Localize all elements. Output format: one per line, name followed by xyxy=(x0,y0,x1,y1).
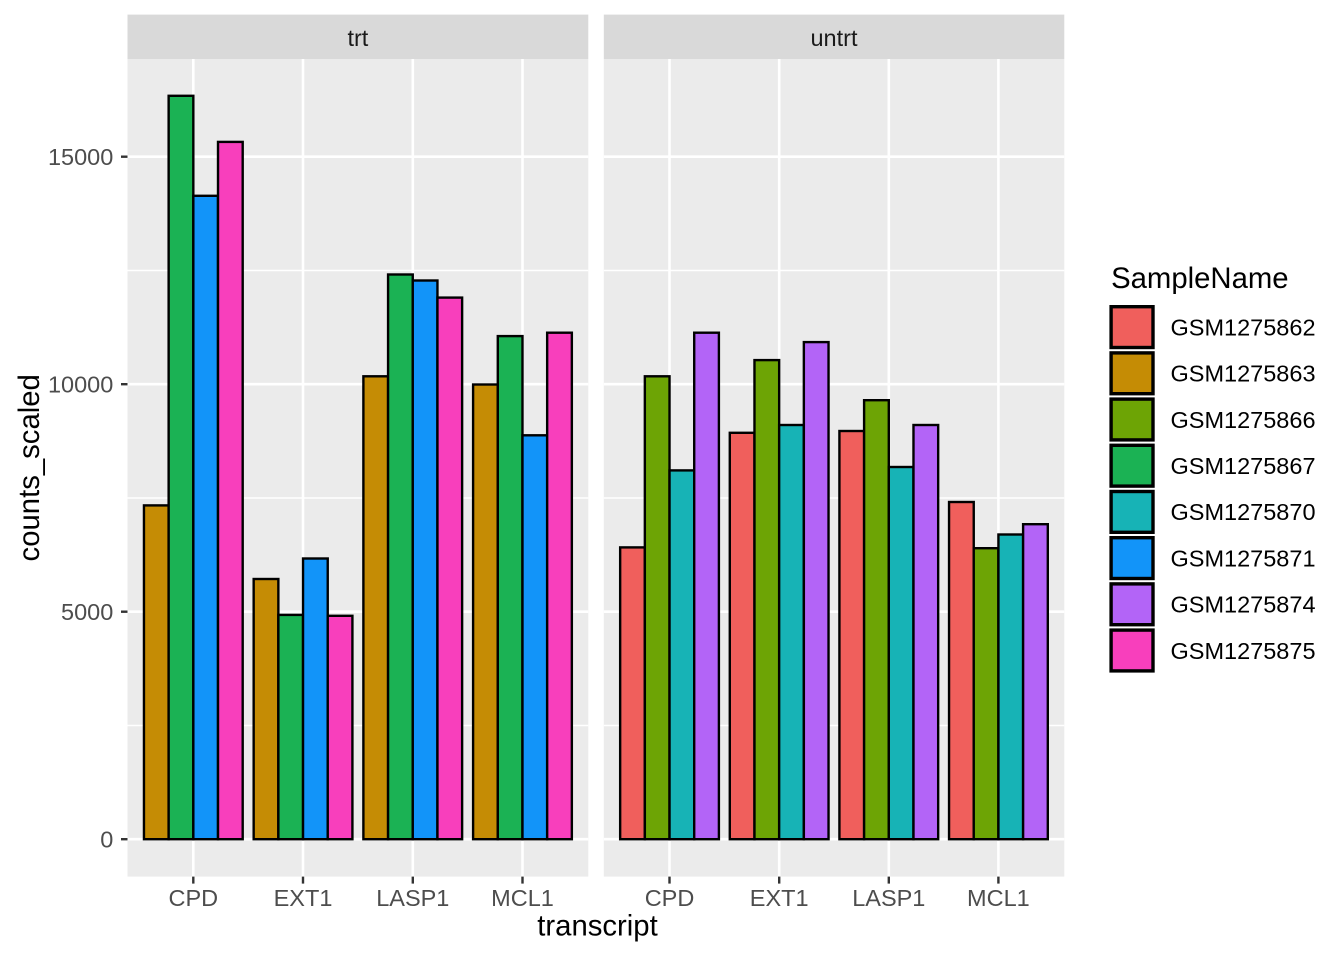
svg-text:CPD: CPD xyxy=(168,885,218,911)
svg-text:10000: 10000 xyxy=(48,372,113,398)
svg-text:EXT1: EXT1 xyxy=(274,885,333,911)
svg-text:15000: 15000 xyxy=(48,144,113,170)
svg-text:GSM1275867: GSM1275867 xyxy=(1171,453,1316,479)
svg-text:trt: trt xyxy=(347,25,368,51)
svg-text:LASP1: LASP1 xyxy=(852,885,925,911)
svg-text:GSM1275862: GSM1275862 xyxy=(1171,314,1316,340)
svg-text:GSM1275870: GSM1275870 xyxy=(1171,499,1316,525)
svg-text:transcript: transcript xyxy=(537,910,657,943)
svg-text:MCL1: MCL1 xyxy=(967,885,1030,911)
svg-text:untrt: untrt xyxy=(810,25,857,51)
svg-text:SampleName: SampleName xyxy=(1111,262,1288,295)
svg-text:GSM1275874: GSM1275874 xyxy=(1171,592,1316,618)
svg-text:0: 0 xyxy=(100,827,113,853)
svg-text:GSM1275875: GSM1275875 xyxy=(1171,638,1316,664)
svg-text:counts_scaled: counts_scaled xyxy=(13,374,46,561)
svg-text:LASP1: LASP1 xyxy=(376,885,449,911)
svg-text:GSM1275866: GSM1275866 xyxy=(1171,407,1316,433)
svg-text:GSM1275863: GSM1275863 xyxy=(1171,361,1316,387)
svg-text:CPD: CPD xyxy=(645,885,695,911)
svg-text:EXT1: EXT1 xyxy=(750,885,809,911)
svg-text:MCL1: MCL1 xyxy=(491,885,554,911)
svg-text:5000: 5000 xyxy=(61,599,113,625)
svg-text:GSM1275871: GSM1275871 xyxy=(1171,545,1316,571)
